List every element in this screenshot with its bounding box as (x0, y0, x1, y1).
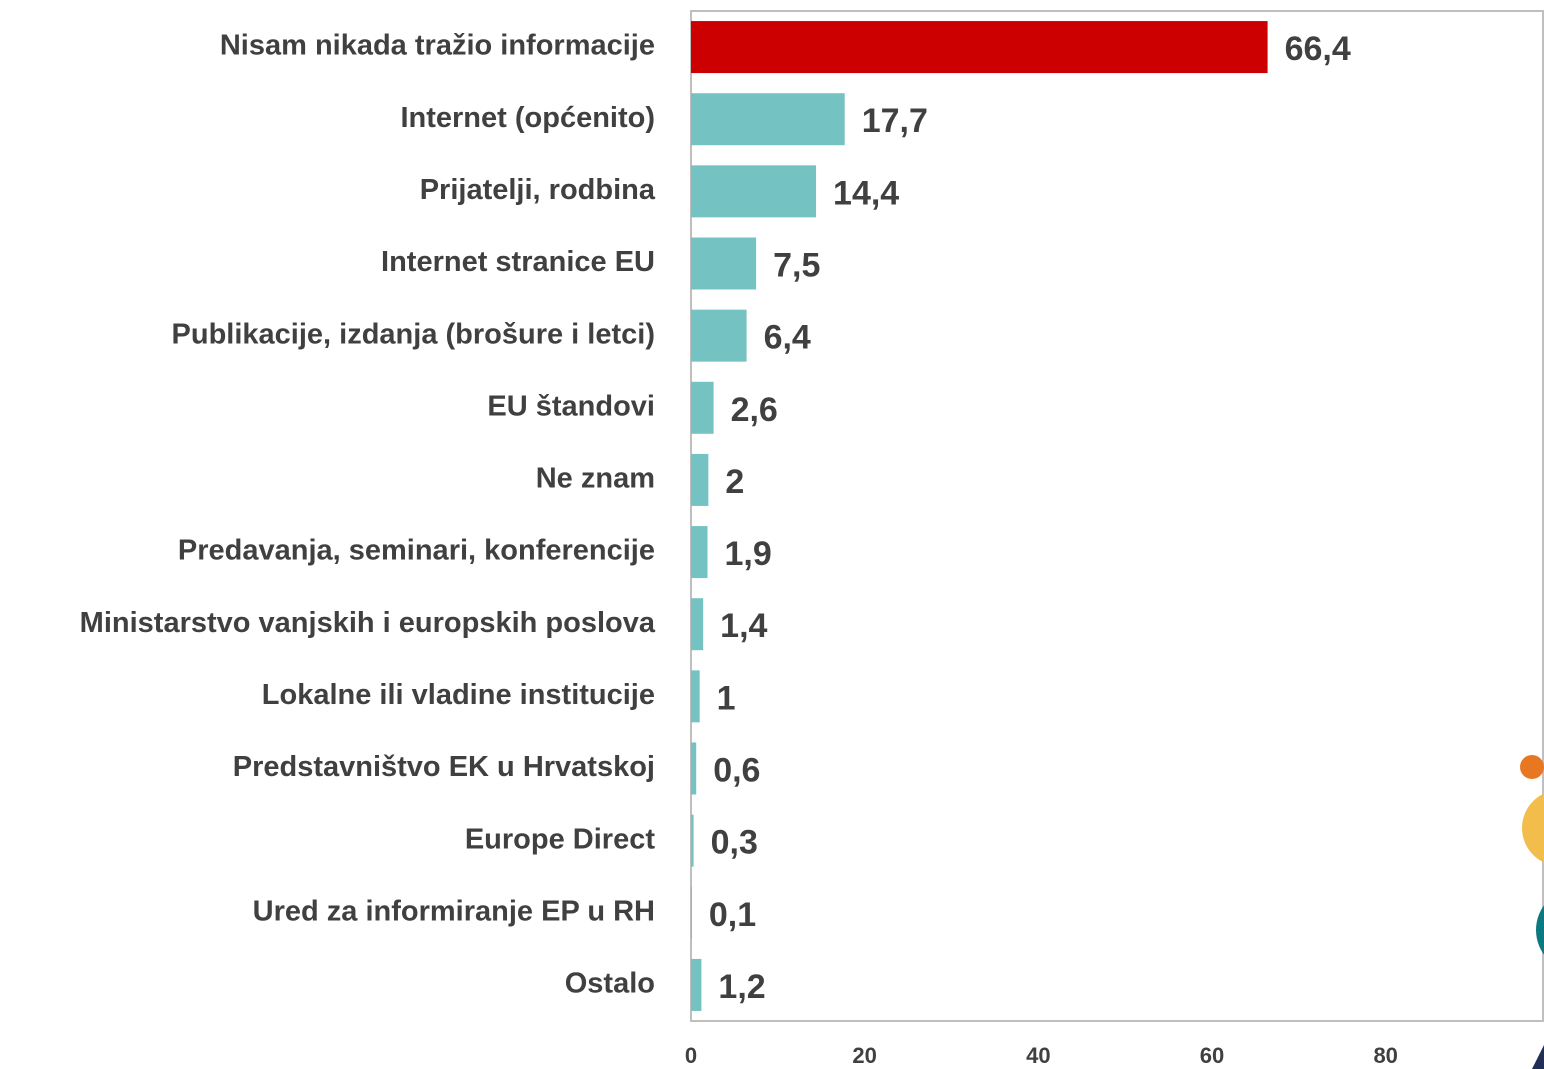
category-label: Ured za informiranje EP u RH (253, 895, 655, 927)
bar (691, 526, 708, 579)
decor-dot (1520, 755, 1544, 779)
category-label: Nisam nikada tražio informacije (220, 30, 655, 62)
category-label: Internet stranice EU (381, 246, 655, 278)
x-tick-label: 0 (685, 1043, 697, 1068)
bar (691, 598, 704, 651)
category-label: Predstavništvo EK u Hrvatskoj (233, 751, 655, 783)
decor-dot (1536, 905, 1544, 955)
bar (691, 309, 747, 362)
x-tick-label: 60 (1200, 1043, 1224, 1068)
x-tick-label: 20 (852, 1043, 876, 1068)
bar (691, 381, 714, 434)
x-tick-label: 40 (1026, 1043, 1050, 1068)
value-label: 1,2 (718, 968, 765, 1006)
value-label: 0,6 (713, 751, 760, 789)
bar (691, 958, 702, 1011)
value-label: 0,3 (711, 824, 758, 862)
value-label: 66,4 (1285, 30, 1351, 68)
value-label: 2,6 (731, 391, 778, 429)
value-label: 6,4 (764, 319, 811, 357)
value-label: 7,5 (773, 246, 820, 284)
value-label: 2 (725, 463, 744, 501)
value-label: 1,9 (724, 535, 771, 573)
category-label: Internet (općenito) (400, 102, 655, 134)
value-label: 17,7 (862, 102, 928, 140)
bar (691, 742, 697, 795)
category-label: Lokalne ili vladine institucije (262, 679, 655, 711)
decor-shape (1532, 1045, 1544, 1069)
plot-frame (690, 10, 1544, 1022)
bar (691, 670, 700, 723)
x-tick-label: 80 (1373, 1043, 1397, 1068)
bar (691, 165, 817, 218)
value-label: 1 (717, 679, 736, 717)
bar (691, 21, 1268, 74)
bar (691, 814, 694, 867)
value-label: 0,1 (709, 896, 756, 934)
category-label: EU štandovi (487, 390, 655, 422)
category-label: Publikacije, izdanja (brošure i letci) (172, 318, 655, 350)
category-label: Predavanja, seminari, konferencije (178, 535, 655, 567)
decor-dot (1522, 793, 1544, 863)
category-label: Ne znam (536, 463, 655, 495)
category-label: Europe Direct (465, 823, 655, 855)
bar (691, 886, 692, 939)
bar (691, 237, 757, 290)
category-label: Ministarstvo vanjskih i europskih poslov… (80, 607, 656, 639)
value-label: 14,4 (833, 174, 899, 212)
value-label: 1,4 (720, 607, 767, 645)
bar (691, 93, 845, 146)
category-label: Prijatelji, rodbina (420, 174, 656, 206)
bar (691, 453, 709, 506)
category-label: Ostalo (565, 968, 655, 1000)
